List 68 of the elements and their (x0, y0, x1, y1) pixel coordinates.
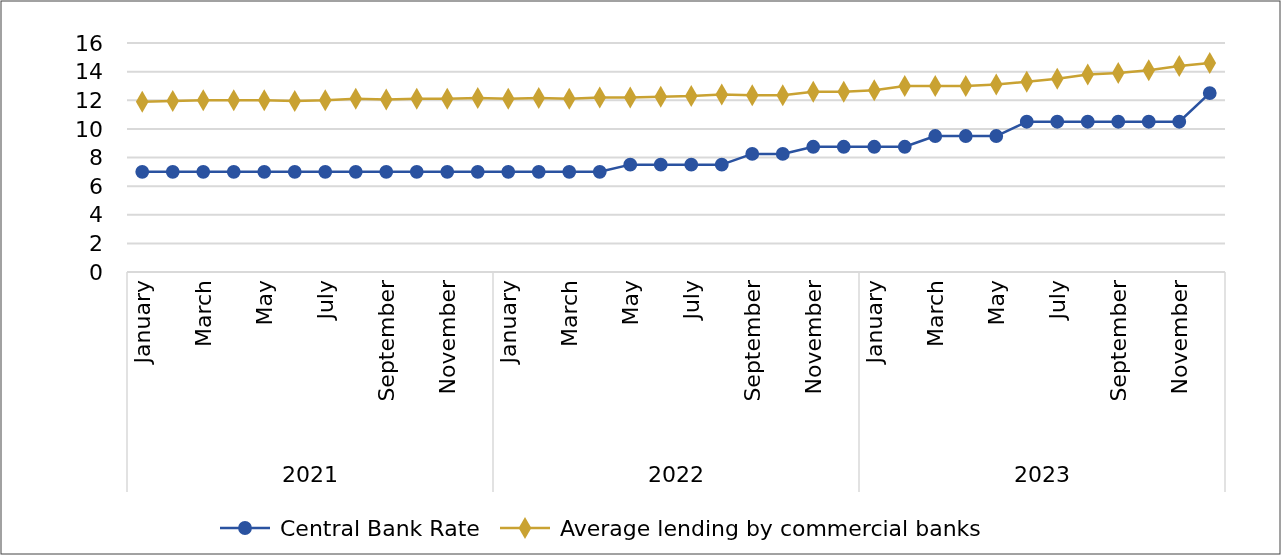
point (684, 157, 699, 172)
x-tick-label: November (435, 279, 461, 395)
legend-label: Central Bank Rate (280, 515, 480, 541)
x-tick-label: September (374, 279, 400, 402)
point (745, 147, 760, 161)
x-tick-label: March (557, 280, 583, 348)
x-tick-label: May (618, 280, 644, 326)
point (226, 164, 241, 179)
x-tick-label: November (801, 279, 827, 395)
point (775, 147, 790, 161)
x-tick-label: January (130, 280, 156, 366)
point (348, 164, 363, 179)
x-tick-label: March (923, 280, 949, 348)
x-tick-label: July (679, 280, 705, 322)
point (806, 139, 821, 154)
x-tick-label: July (313, 280, 339, 322)
y-tick-label: 8 (89, 145, 103, 171)
y-tick-label: 6 (89, 173, 103, 199)
point (1111, 114, 1126, 129)
point (958, 129, 973, 143)
text: 2022 (648, 462, 704, 487)
point (318, 164, 333, 179)
point (409, 164, 424, 179)
x-tick-label: July (1045, 280, 1071, 322)
point (1172, 114, 1187, 129)
point (287, 164, 302, 179)
text: 2021 (282, 462, 338, 487)
point (196, 164, 211, 179)
y-tick-label: 0 (89, 259, 103, 285)
point (989, 129, 1004, 143)
x-tick-label: May (984, 280, 1010, 326)
point (592, 164, 607, 179)
point (257, 164, 272, 179)
point (1202, 86, 1217, 100)
y-tick-label: 4 (89, 202, 103, 228)
point (1141, 114, 1156, 129)
x-tick-label: January (862, 280, 888, 366)
y-tick-label: 16 (75, 30, 103, 56)
point (1019, 114, 1034, 129)
point (562, 164, 577, 179)
point (501, 164, 516, 179)
point (379, 164, 394, 179)
x-tick-label: September (740, 279, 766, 402)
point (928, 129, 943, 143)
y-tick-label: 2 (89, 231, 103, 257)
point (623, 157, 638, 172)
point (440, 164, 455, 179)
point (470, 164, 485, 179)
point (1080, 114, 1095, 129)
x-tick-label: January (496, 280, 522, 366)
point (867, 139, 882, 154)
point (1050, 114, 1065, 129)
point (836, 139, 851, 154)
y-tick-label: 14 (75, 59, 103, 85)
x-tick-label: September (1106, 279, 1132, 402)
point (714, 157, 729, 172)
x-tick-label: May (252, 280, 278, 326)
point (135, 164, 150, 179)
point (897, 139, 912, 154)
y-tick-label: 12 (75, 87, 103, 113)
point (531, 164, 546, 179)
x-tick-label: November (1167, 279, 1193, 395)
y-tick-label: 10 (75, 116, 103, 142)
text: 2023 (1014, 462, 1070, 487)
point (653, 157, 668, 172)
point (165, 164, 180, 179)
legend-label: Average lending by commercial banks (560, 515, 981, 541)
x-tick-label: March (191, 280, 217, 348)
